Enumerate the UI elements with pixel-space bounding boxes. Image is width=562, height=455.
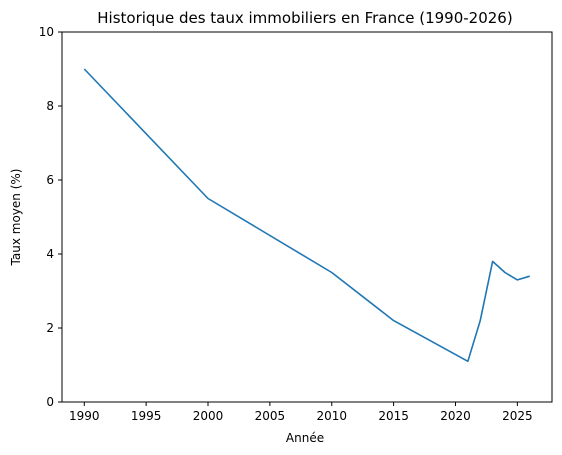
y-tick-label: 4 bbox=[46, 247, 54, 261]
x-axis: 1990 1995 2000 2005 2010 2015 2020 2025 bbox=[69, 402, 533, 423]
y-axis-label: Taux moyen (%) bbox=[9, 169, 23, 267]
x-tick-label: 2015 bbox=[378, 409, 409, 423]
y-tick-label: 0 bbox=[46, 395, 54, 409]
x-axis-label: Année bbox=[286, 431, 324, 445]
x-tick-label: 2025 bbox=[502, 409, 533, 423]
y-axis: 0 2 4 6 8 10 bbox=[39, 25, 62, 409]
y-tick-label: 8 bbox=[46, 99, 54, 113]
x-tick-label: 2005 bbox=[255, 409, 286, 423]
x-tick-label: 1995 bbox=[131, 409, 162, 423]
y-tick-label: 10 bbox=[39, 25, 54, 39]
y-tick-label: 6 bbox=[46, 173, 54, 187]
x-tick-label: 2020 bbox=[440, 409, 471, 423]
plot-area bbox=[61, 31, 553, 403]
y-tick-label: 2 bbox=[46, 321, 54, 335]
x-tick-label: 2010 bbox=[316, 409, 347, 423]
data-points bbox=[84, 68, 530, 362]
series-line bbox=[83, 68, 530, 363]
x-tick-label: 2000 bbox=[193, 409, 224, 423]
x-tick-label: 1990 bbox=[69, 409, 100, 423]
chart-title: Historique des taux immobiliers en Franc… bbox=[97, 9, 512, 27]
